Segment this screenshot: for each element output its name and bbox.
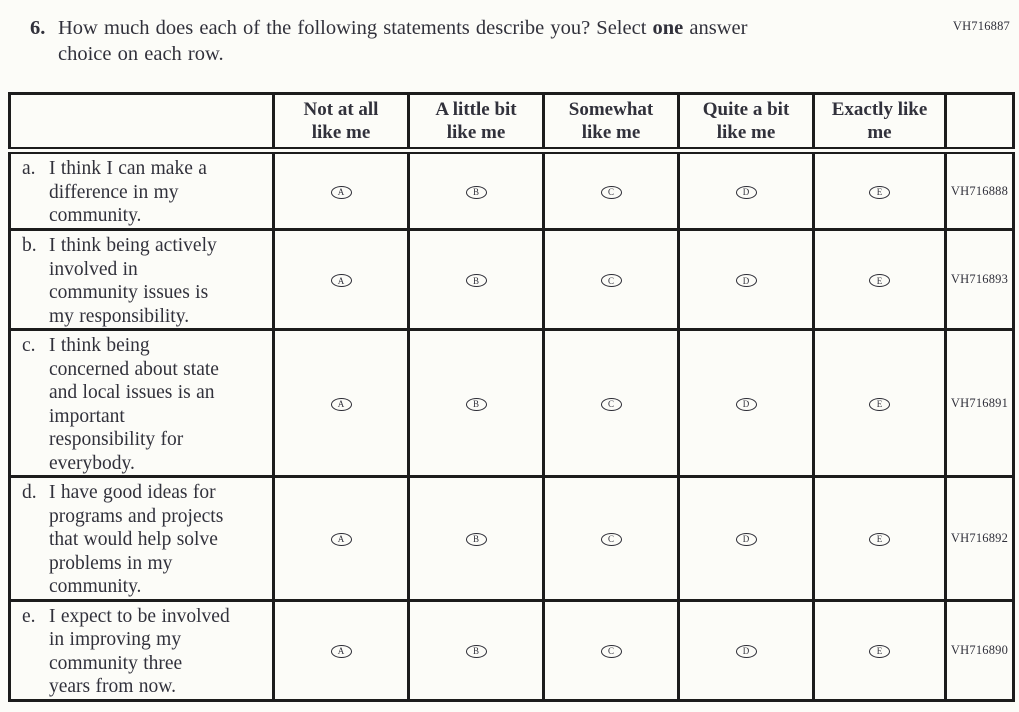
answer-bubble-d[interactable]: D	[735, 397, 757, 411]
statement-cell: c. I think being concerned about state a…	[8, 328, 275, 478]
option-cell: D	[677, 598, 815, 702]
answer-bubble-b[interactable]: B	[465, 532, 487, 546]
option-cell: D	[677, 328, 815, 478]
answer-bubble-a[interactable]: A	[330, 397, 352, 411]
option-cell: B	[407, 475, 545, 602]
header-row: Not at all like me A little bit like me …	[8, 92, 1015, 154]
statement-row-c: c. I think being concerned about state a…	[8, 328, 1015, 478]
answer-bubble-e[interactable]: E	[869, 532, 890, 546]
option-cell: B	[407, 228, 545, 331]
row-item-code: VH716888	[944, 149, 1015, 231]
statement-text: I think I can make a difference in my co…	[49, 158, 207, 226]
option-cell: C	[542, 475, 680, 602]
option-cell: D	[677, 475, 815, 602]
statement-row-a: a. I think I can make a difference in my…	[8, 149, 1015, 231]
option-cell: C	[542, 149, 680, 231]
answer-bubble-c[interactable]: C	[600, 274, 622, 287]
question-stem: 6. How much does each of the following s…	[30, 15, 1019, 67]
statement-letter: a.	[22, 158, 36, 179]
option-cell: E	[812, 228, 947, 331]
question-text: How much does each of the following stat…	[58, 15, 747, 67]
statement-cell: a. I think I can make a difference in my…	[8, 149, 275, 231]
column-header-somewhat: Somewhat like me	[542, 92, 680, 154]
answer-bubble-d[interactable]: D	[735, 532, 757, 546]
option-cell: E	[812, 475, 947, 602]
answer-bubble-c[interactable]: C	[600, 644, 622, 658]
option-cell: C	[542, 228, 680, 331]
column-header-exactly-like: Exactly like me	[812, 92, 947, 154]
option-cell: A	[272, 475, 410, 602]
option-cell: E	[812, 149, 947, 231]
column-header-quite-a-bit: Quite a bit like me	[677, 92, 815, 154]
statement-text: I have good ideas for programs and proje…	[49, 482, 224, 597]
question-text-bold: one	[652, 17, 684, 39]
header-code-cell	[944, 92, 1015, 154]
option-cell: D	[677, 228, 815, 331]
header-stub-cell	[8, 92, 275, 154]
option-cell: A	[272, 328, 410, 478]
option-cell: A	[272, 598, 410, 702]
answer-bubble-a[interactable]: A	[330, 532, 352, 546]
question-text-after: answer choice on each row.	[58, 17, 748, 65]
statement-row-e: e. I expect to be involved in improving …	[8, 598, 1015, 702]
statement-row-d: d. I have good ideas for programs and pr…	[8, 475, 1015, 602]
statement-row-b: b. I think being actively involved in co…	[8, 228, 1015, 331]
answer-bubble-e[interactable]: E	[869, 185, 890, 199]
answer-bubble-b[interactable]: B	[465, 397, 487, 411]
statement-text: I think being concerned about state and …	[49, 335, 219, 474]
option-cell: B	[407, 328, 545, 478]
answer-bubble-e[interactable]: E	[869, 644, 890, 658]
option-cell: B	[407, 149, 545, 231]
option-cell: A	[272, 228, 410, 331]
answer-bubble-d[interactable]: D	[735, 644, 757, 658]
statement-text: I think being actively involved in commu…	[49, 235, 217, 327]
answer-bubble-b[interactable]: B	[465, 644, 487, 658]
row-item-code: VH716890	[944, 598, 1015, 702]
response-matrix-table: Not at all like me A little bit like me …	[8, 92, 1015, 702]
answer-bubble-a[interactable]: A	[330, 644, 352, 658]
option-cell: E	[812, 328, 947, 478]
option-cell: B	[407, 598, 545, 702]
answer-bubble-d[interactable]: D	[735, 274, 757, 287]
statement-cell: b. I think being actively involved in co…	[8, 228, 275, 331]
answer-bubble-c[interactable]: C	[600, 185, 622, 199]
answer-bubble-c[interactable]: C	[600, 532, 622, 546]
statement-letter: c.	[22, 335, 36, 356]
option-cell: C	[542, 328, 680, 478]
row-item-code: VH716891	[944, 328, 1015, 478]
statement-cell: d. I have good ideas for programs and pr…	[8, 475, 275, 602]
answer-bubble-e[interactable]: E	[869, 397, 890, 411]
option-cell: D	[677, 149, 815, 231]
statement-letter: e.	[22, 605, 36, 627]
answer-bubble-b[interactable]: B	[465, 185, 487, 199]
question-text-before: How much does each of the following stat…	[58, 17, 653, 39]
statement-text: I expect to be involved in improving my …	[49, 605, 230, 698]
answer-bubble-d[interactable]: D	[735, 185, 757, 199]
option-cell: C	[542, 598, 680, 702]
row-item-code: VH716892	[944, 475, 1015, 602]
answer-bubble-a[interactable]: A	[330, 185, 352, 199]
statement-letter: d.	[22, 482, 37, 503]
option-cell: A	[272, 149, 410, 231]
row-item-code: VH716893	[944, 228, 1015, 331]
answer-bubble-c[interactable]: C	[600, 397, 622, 411]
question-number: 6.	[30, 17, 46, 39]
column-header-not-at-all: Not at all like me	[272, 92, 410, 154]
column-header-a-little-bit: A little bit like me	[407, 92, 545, 154]
statement-letter: b.	[22, 235, 37, 256]
answer-bubble-b[interactable]: B	[465, 274, 487, 287]
answer-bubble-e[interactable]: E	[869, 274, 890, 287]
option-cell: E	[812, 598, 947, 702]
answer-bubble-a[interactable]: A	[330, 274, 352, 287]
statement-cell: e. I expect to be involved in improving …	[8, 598, 275, 702]
page-item-code: VH716887	[952, 19, 1010, 33]
